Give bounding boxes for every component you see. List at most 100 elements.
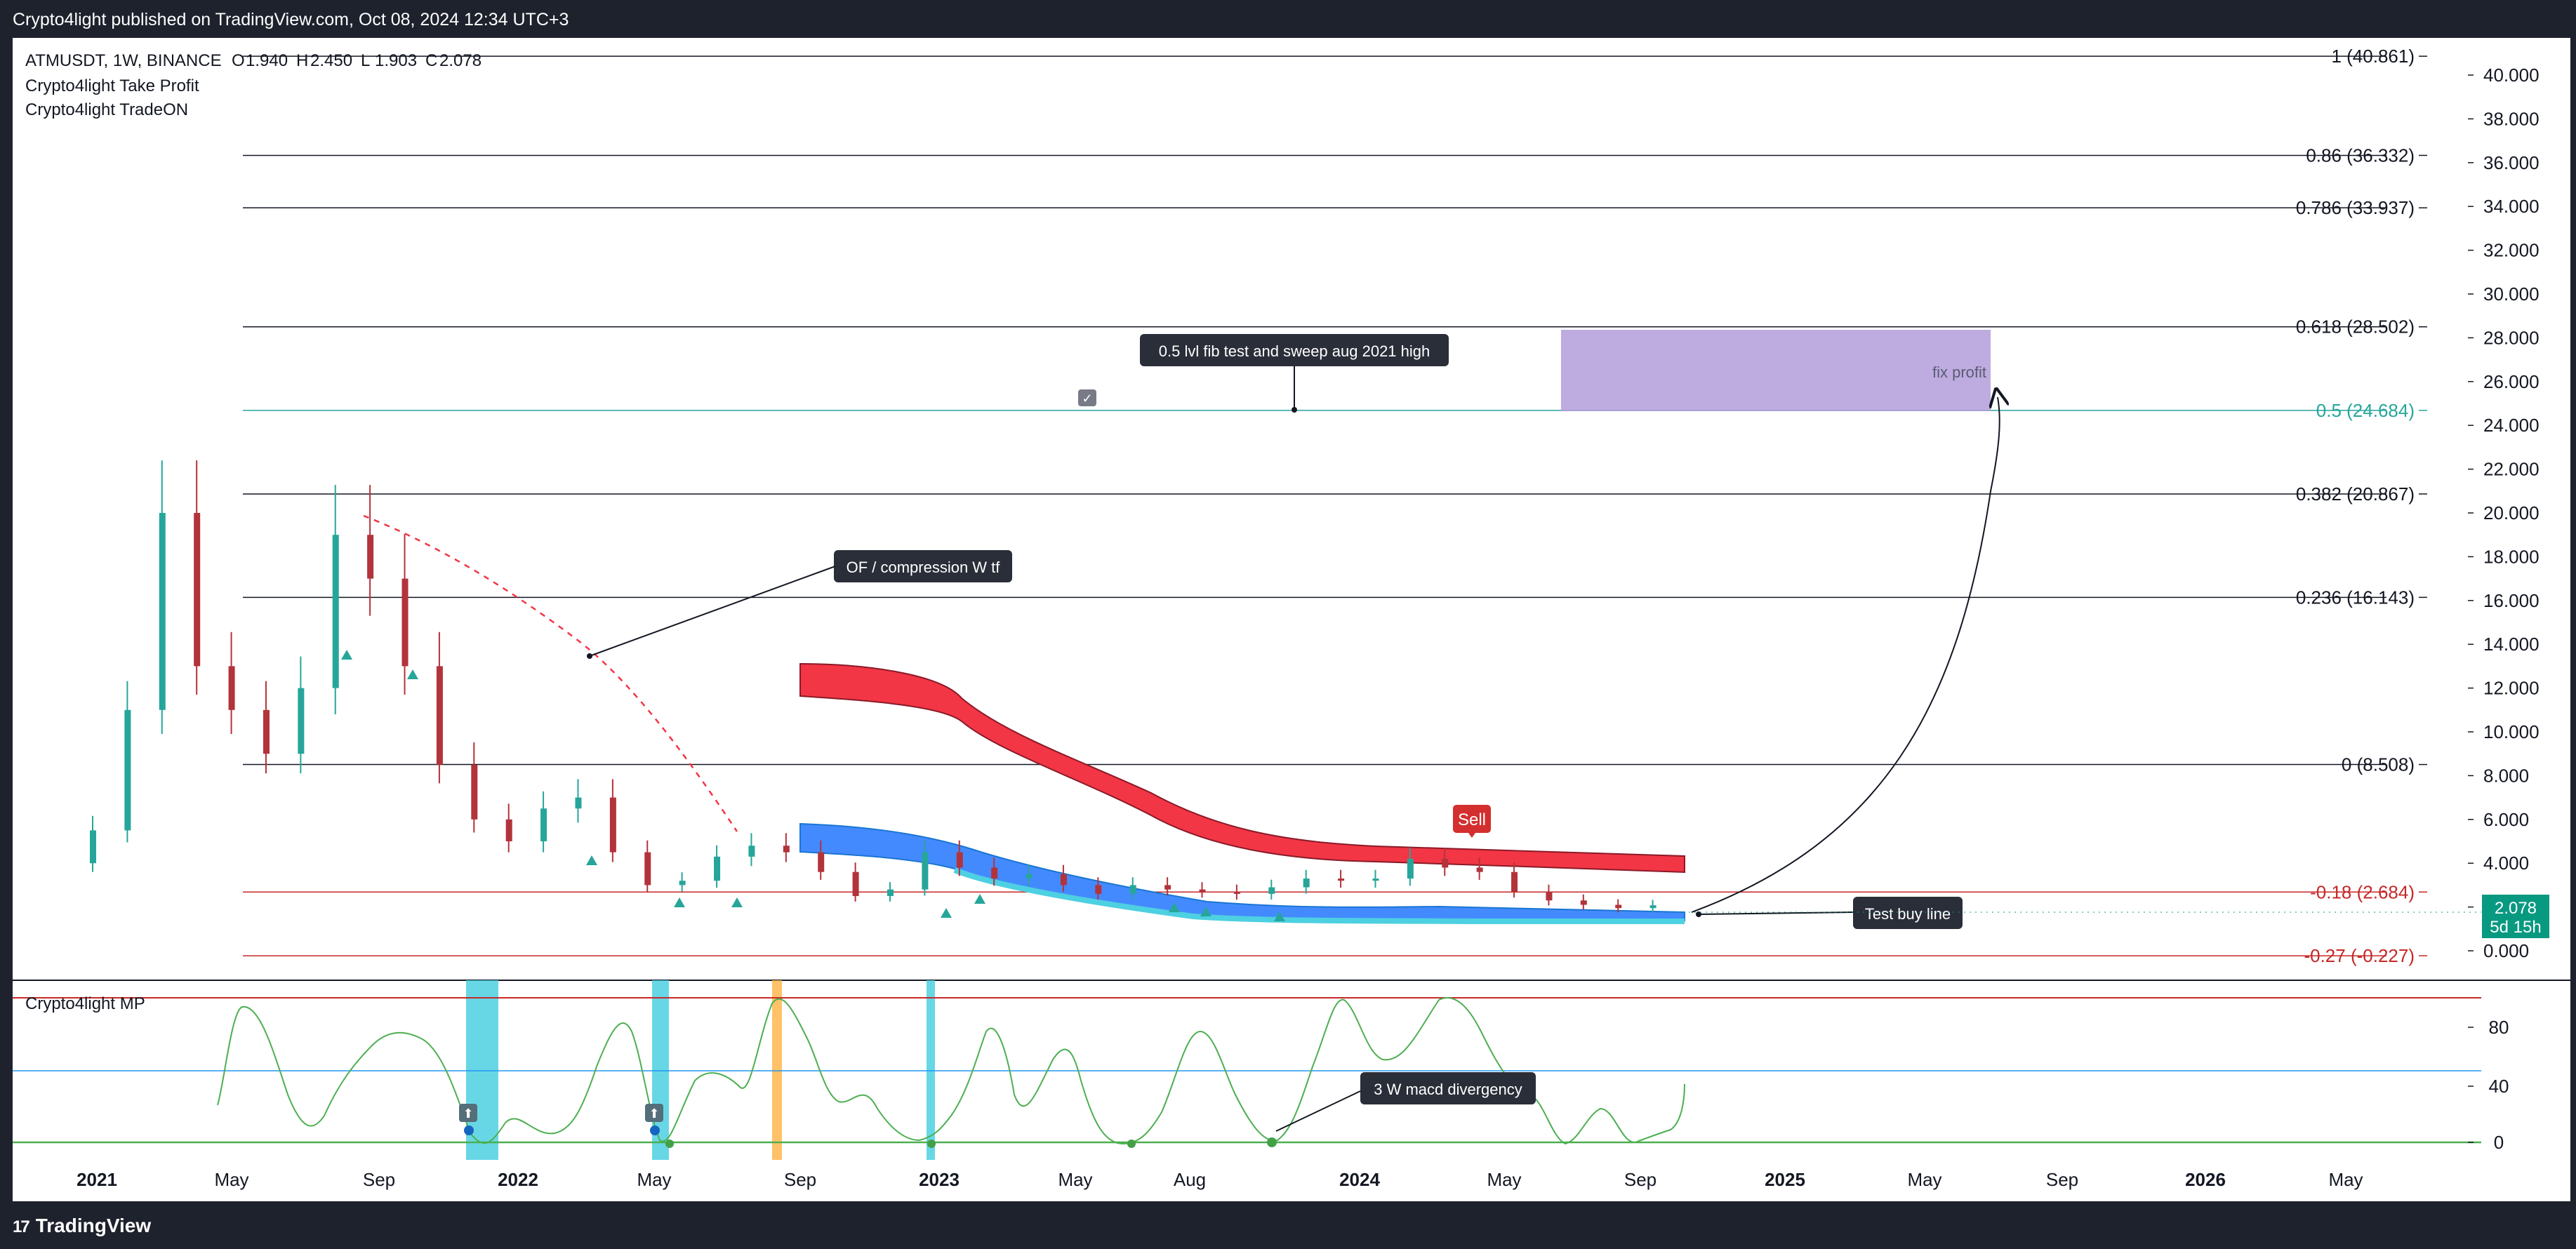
time-tick-label: Sep xyxy=(1624,1169,1657,1190)
svg-text:3 W macd divergency: 3 W macd divergency xyxy=(1374,1081,1522,1098)
price-tick-label: 26.000 xyxy=(2483,371,2540,392)
fib-label: 1 (40.861) xyxy=(2331,46,2415,67)
price-tick-label: 32.000 xyxy=(2483,240,2540,261)
candle-body xyxy=(887,889,894,896)
price-tick-label: 28.000 xyxy=(2483,327,2540,348)
indicator-tradeon: Crypto4light TradeON xyxy=(25,100,188,119)
tradingview-logo[interactable]: 17 TradingView xyxy=(13,1215,152,1236)
candle-body xyxy=(505,819,512,841)
buy-triangle xyxy=(341,650,352,660)
time-tick-label: May xyxy=(1058,1169,1092,1190)
buy-band-lower-edge xyxy=(953,867,1685,924)
candle-body xyxy=(1407,858,1414,879)
buy-triangle xyxy=(407,669,418,679)
candle-body xyxy=(436,666,443,765)
svg-text:ATMUSDT, 1W, BINANCE: ATMUSDT, 1W, BINANCE xyxy=(25,51,222,70)
time-tick-label: May xyxy=(1487,1169,1521,1190)
candle-body xyxy=(1233,891,1240,894)
candle-body xyxy=(1476,867,1483,872)
time-tick-label: May xyxy=(2328,1169,2363,1190)
time-tick-label: 2026 xyxy=(2185,1169,2226,1190)
candle-body xyxy=(922,852,929,890)
svg-text:5d 15h: 5d 15h xyxy=(2490,918,2541,937)
price-tick-label: 4.000 xyxy=(2483,853,2529,874)
callout-test-buy[interactable]: Test buy line xyxy=(1696,897,1963,929)
candle-body xyxy=(1303,879,1310,888)
time-scale[interactable]: 2021 May Sep 2022 May Sep 2023 May Aug 2024 May Sep… xyxy=(77,1169,2363,1190)
candle-body xyxy=(1615,904,1622,909)
candle-body xyxy=(956,852,963,868)
fib-label: 0 (8.508) xyxy=(2342,754,2415,775)
indicator-take-profit: Crypto4light Take Profit xyxy=(25,76,199,95)
candle-body xyxy=(1580,900,1587,905)
time-tick-label: May xyxy=(1907,1169,1941,1190)
price-tick-label: 30.000 xyxy=(2483,283,2540,305)
callout-compression[interactable]: OF / compression W tf xyxy=(587,550,1012,659)
price-tick-label: 20.000 xyxy=(2483,502,2540,523)
oscillator-title: Crypto4light MP xyxy=(25,994,145,1013)
candle-body xyxy=(1649,905,1657,909)
svg-text:Sell: Sell xyxy=(1458,810,1486,829)
callout-divergency[interactable]: 3 W macd divergency xyxy=(1275,1072,1536,1132)
candle-body xyxy=(124,709,131,831)
sell-band xyxy=(799,662,1685,874)
oscillator-pane[interactable]: ⬆ ⬆ 3 W macd divergency Crypto4light MP … xyxy=(13,980,2509,1160)
candles[interactable] xyxy=(90,460,1657,913)
ohlc-values: O 1.940 H 2.450 L 1.903 C 2.078 xyxy=(232,51,482,70)
time-tick-label: Sep xyxy=(2046,1169,2078,1190)
candle-body xyxy=(1025,874,1033,879)
projection-arrow xyxy=(1691,397,2000,913)
callout-fib-test[interactable]: 0.5 lvl fib test and sweep aug 2021 high xyxy=(1140,334,1449,413)
target-box[interactable] xyxy=(1561,330,1991,411)
sell-signal[interactable]: Sell xyxy=(1453,805,1491,838)
svg-text:⬆: ⬆ xyxy=(649,1107,659,1121)
price-tick-label: 16.000 xyxy=(2483,590,2540,611)
time-tick-label: 2022 xyxy=(498,1169,538,1190)
buy-triangle xyxy=(731,897,743,907)
chart-legend: ATMUSDT, 1W, BINANCE O 1.940 H 2.450 L 1.903 C… xyxy=(25,51,482,119)
ohlc-label: L xyxy=(361,51,370,70)
lock-icon: ✓ xyxy=(1078,389,1096,406)
ohlc-label: C xyxy=(425,51,437,70)
divergence-dots xyxy=(464,1126,1277,1148)
candle-body xyxy=(1199,889,1206,892)
candle-body xyxy=(540,808,547,841)
candle-body xyxy=(644,852,651,886)
price-tick-label: 38.000 xyxy=(2483,108,2540,129)
price-tick-label: 40.000 xyxy=(2483,65,2540,86)
candle-body xyxy=(818,852,825,872)
price-tick-label: 6.000 xyxy=(2483,809,2529,830)
candle-body xyxy=(332,535,339,688)
candle-body xyxy=(367,535,374,579)
osc-tick-label: 0 xyxy=(2494,1132,2504,1153)
candle-body xyxy=(1268,887,1275,894)
ohlc-value: 1.903 xyxy=(375,51,417,70)
time-tick-label: 2025 xyxy=(1765,1169,1805,1190)
ohlc-value: 1.940 xyxy=(246,51,288,70)
price-tick-label: 22.000 xyxy=(2483,459,2540,480)
chart-frame xyxy=(13,38,2570,1201)
candle-body xyxy=(1511,871,1518,892)
candle-body xyxy=(1372,879,1379,881)
candle-body xyxy=(1060,874,1067,886)
candle-body xyxy=(298,688,305,754)
svg-text:2.078: 2.078 xyxy=(2495,899,2537,918)
svg-text:OF / compression W tf: OF / compression W tf xyxy=(847,559,1001,576)
time-tick-label: 2023 xyxy=(919,1169,960,1190)
price-scale[interactable]: 0.0002.0004.0006.0008.00010.00012.00014.… xyxy=(2468,65,2540,961)
price-tick-label: 18.000 xyxy=(2483,546,2540,567)
candle-body xyxy=(1164,885,1171,890)
time-tick-label: May xyxy=(637,1169,671,1190)
buy-triangle xyxy=(586,855,597,865)
svg-text:⬆: ⬆ xyxy=(463,1107,473,1121)
buy-triangle xyxy=(1169,902,1180,912)
publish-header: Crypto4light published on TradingView.co… xyxy=(0,0,2576,38)
candle-body xyxy=(714,856,721,881)
buy-triangle xyxy=(1200,907,1211,916)
candle-body xyxy=(575,797,582,809)
fib-label: 0.618 (28.502) xyxy=(2296,316,2415,338)
price-tick-label: 12.000 xyxy=(2483,678,2540,699)
osc-tick-label: 40 xyxy=(2489,1076,2509,1097)
candle-body xyxy=(159,513,166,710)
